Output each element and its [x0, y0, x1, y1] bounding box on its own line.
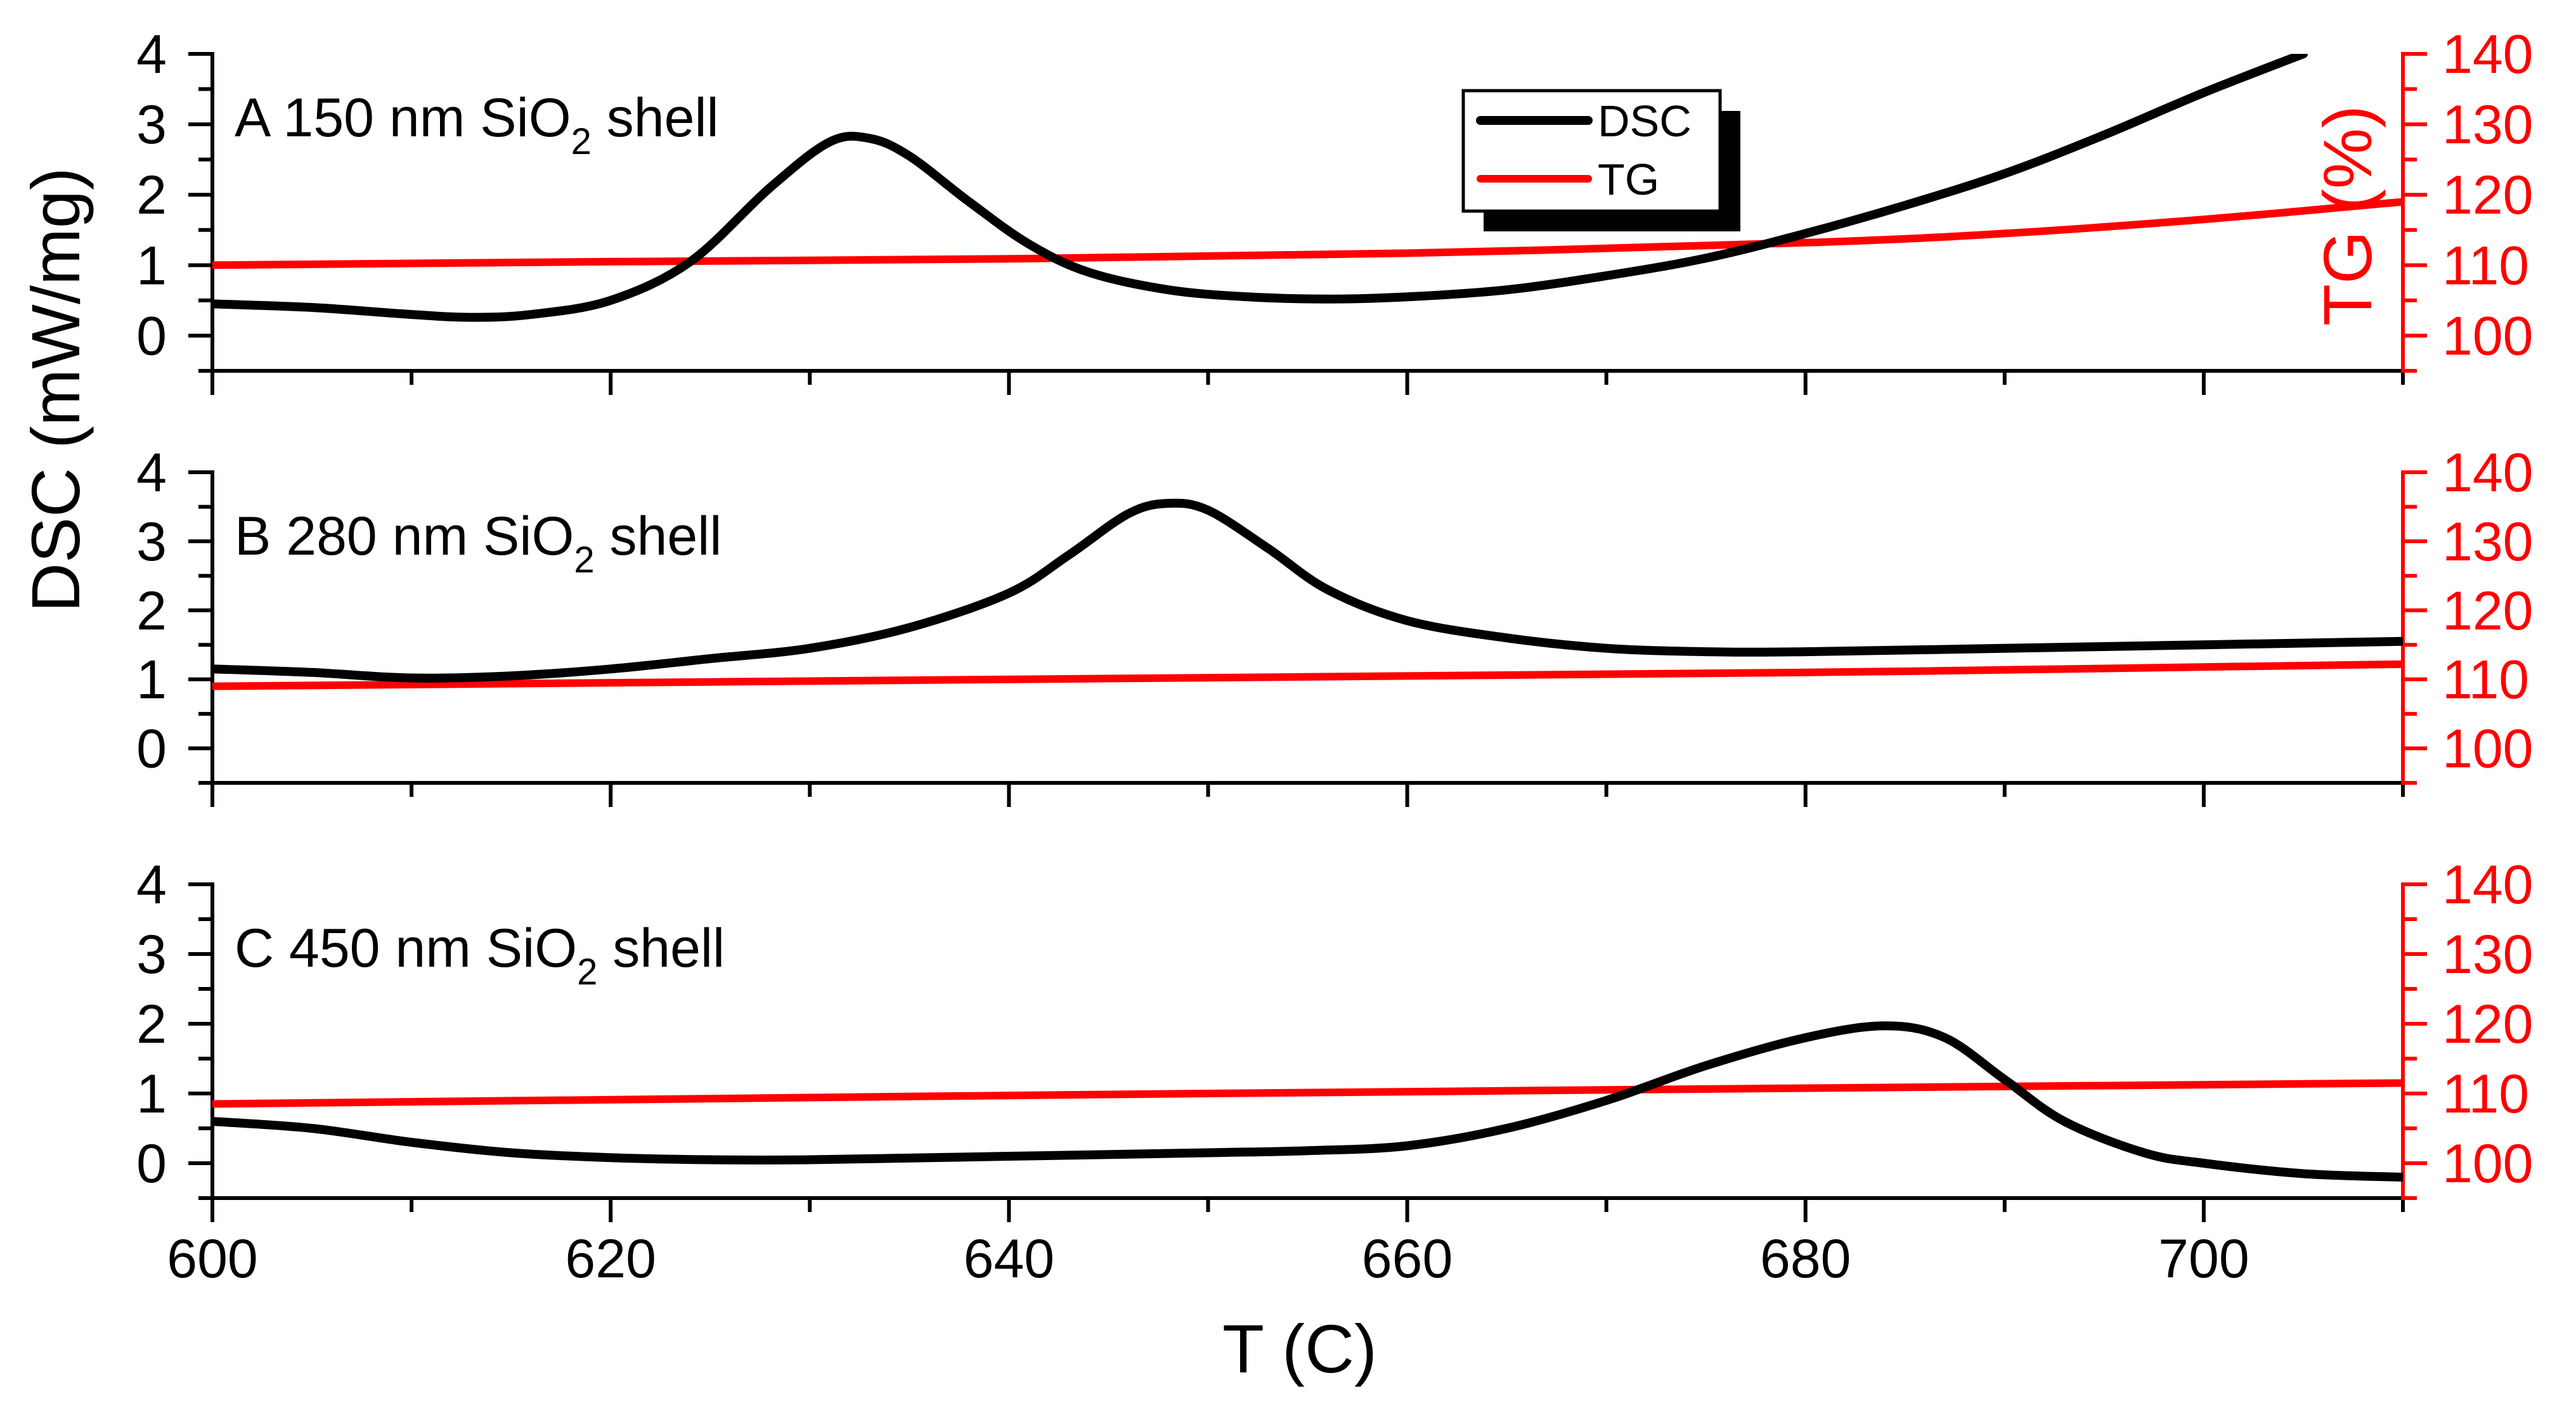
legend-label-tg: TG: [1598, 155, 1659, 204]
y-tick-label-right: 110: [2442, 1064, 2529, 1125]
panel-label-subscript: 2: [574, 539, 594, 581]
y-tick-label-left: 1: [136, 235, 167, 296]
legend-box: [1461, 89, 1722, 213]
y-tick-label-right: 130: [2442, 512, 2534, 572]
y-tick-label-left: 2: [136, 165, 167, 226]
x-tick-label: 660: [1362, 1229, 1453, 1289]
panel-label-C: C 450 nm SiO2 shell: [235, 918, 725, 993]
legend: DSC TG: [1461, 89, 1740, 231]
y-tick-label-right: 120: [2442, 994, 2534, 1055]
y-tick-label-right: 100: [2442, 719, 2534, 780]
y-tick-label-left: 0: [136, 719, 167, 780]
y-tick-label-left: 2: [136, 581, 167, 642]
x-tick-label: 600: [167, 1229, 258, 1289]
y-tick-label-left: 3: [136, 924, 167, 985]
panel-label-text: C 450 nm SiO: [235, 918, 577, 979]
y-tick-label-left: 4: [136, 442, 167, 503]
y-tick-label-right: 100: [2442, 306, 2534, 366]
x-tick-label: 620: [565, 1229, 656, 1289]
y-tick-label-right: 140: [2442, 442, 2534, 503]
y-axis-title-right: TG (%): [2309, 105, 2386, 326]
y-tick-label-left: 3: [136, 512, 167, 572]
legend-label-dsc: DSC: [1598, 96, 1692, 146]
panel-label-B: B 280 nm SiO2 shell: [235, 506, 722, 581]
x-tick-label: 680: [1760, 1229, 1851, 1289]
y-tick-label-right: 140: [2442, 24, 2534, 85]
y-tick-label-right: 120: [2442, 165, 2534, 226]
panel-label-text: shell: [592, 87, 719, 148]
panel-label-subscript: 2: [577, 951, 597, 993]
panel-label-subscript: 2: [571, 121, 592, 162]
panel-label-text: shell: [595, 506, 722, 567]
y-tick-label-left: 2: [136, 994, 167, 1055]
y-tick-label-right: 110: [2442, 235, 2529, 296]
y-tick-label-right: 130: [2442, 924, 2534, 985]
y-axis-title-left: DSC (mW/mg): [17, 167, 94, 612]
panel-label-text: A 150 nm SiO: [235, 87, 571, 148]
series-tg-line-C: [212, 1079, 2403, 1108]
y-tick-label-left: 3: [136, 94, 167, 155]
x-tick-label: 700: [2158, 1229, 2249, 1289]
panel-C: 600 620 640 660 680 700 0 1 2 3 4 100 110 120 130 140 C …: [136, 855, 2533, 1289]
y-tick-label-right: 110: [2442, 650, 2529, 711]
y-tick-label-left: 0: [136, 306, 167, 366]
y-tick-label-right: 120: [2442, 581, 2534, 642]
series-dsc-line-B: [212, 498, 2403, 683]
y-tick-label-left: 1: [136, 650, 167, 711]
y-tick-label-left: 1: [136, 1064, 167, 1125]
y-tick-label-left: 4: [136, 855, 167, 915]
series-tg-line-A: [212, 198, 2403, 269]
panel-label-text: shell: [597, 918, 725, 979]
y-tick-label-left: 4: [136, 24, 167, 85]
series-dsc-line-C: [212, 1021, 2403, 1182]
y-tick-label-left: 0: [136, 1133, 167, 1194]
y-tick-label-right: 130: [2442, 94, 2534, 155]
x-tick-label: 640: [964, 1229, 1055, 1289]
panel-label-A: A 150 nm SiO2 shell: [235, 87, 719, 162]
panel-label-text: B 280 nm SiO: [235, 506, 574, 567]
y-tick-label-right: 140: [2442, 855, 2534, 915]
x-axis-title: T (C): [1222, 1310, 1377, 1387]
series-tg-line-B: [212, 660, 2403, 690]
y-tick-label-right: 100: [2442, 1133, 2534, 1194]
series-dsc-line-A: [212, 54, 2308, 322]
